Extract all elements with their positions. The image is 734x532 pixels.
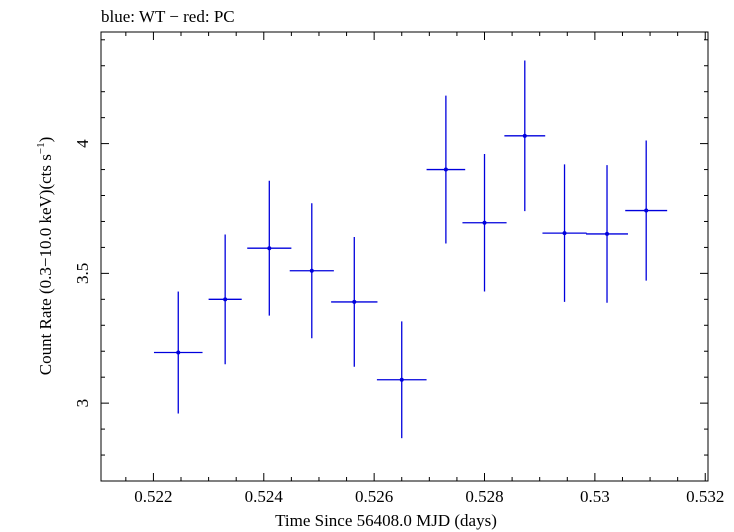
y-axis-label-main: Count Rate (0.3−10.0 keV)(cts s [36, 154, 55, 375]
data-marker [352, 299, 357, 304]
y-axis-label-close: ) [36, 137, 55, 143]
data-marker [267, 246, 272, 251]
axes: 0.522 0.524 0.526 0.528 0.53 0.532 3 3.5 4 [73, 32, 724, 506]
data-point [289, 203, 334, 339]
data-point [247, 180, 292, 316]
x-tick-label: 0.528 [465, 487, 503, 506]
chart-title: blue: WT − red: PC [101, 7, 235, 26]
x-tick-label: 0.526 [355, 487, 393, 506]
data-marker [482, 220, 487, 225]
x-tick-label: 0.524 [245, 487, 284, 506]
y-tick-label: 3.5 [73, 263, 92, 284]
data-point [376, 321, 427, 439]
x-axis-label: Time Since 56408.0 MJD (days) [275, 511, 497, 530]
data-series [153, 60, 668, 439]
x-tick-label: 0.532 [686, 487, 724, 506]
data-marker [562, 231, 567, 236]
x-tick-label: 0.522 [134, 487, 172, 506]
data-point [625, 140, 668, 281]
data-point [331, 237, 378, 367]
data-marker [522, 133, 527, 138]
x-tick-label: 0.53 [580, 487, 610, 506]
data-marker [309, 268, 314, 273]
data-point [504, 60, 546, 212]
data-marker [644, 208, 649, 213]
y-axis-label-exponent: −1 [35, 142, 47, 154]
plot-frame [100, 31, 709, 482]
y-axis-label: Count Rate (0.3−10.0 keV)(cts s−1) [35, 137, 55, 376]
data-marker [605, 231, 610, 236]
data-point [462, 153, 507, 292]
data-point [542, 164, 587, 302]
data-marker [176, 350, 181, 355]
data-point [208, 234, 242, 365]
data-point [426, 95, 466, 244]
data-marker [443, 167, 448, 172]
data-point [586, 165, 628, 303]
data-marker [223, 297, 228, 302]
data-marker [399, 377, 404, 382]
y-tick-label: 4 [73, 139, 92, 148]
y-tick-label: 3 [73, 399, 92, 408]
data-point [153, 291, 203, 414]
